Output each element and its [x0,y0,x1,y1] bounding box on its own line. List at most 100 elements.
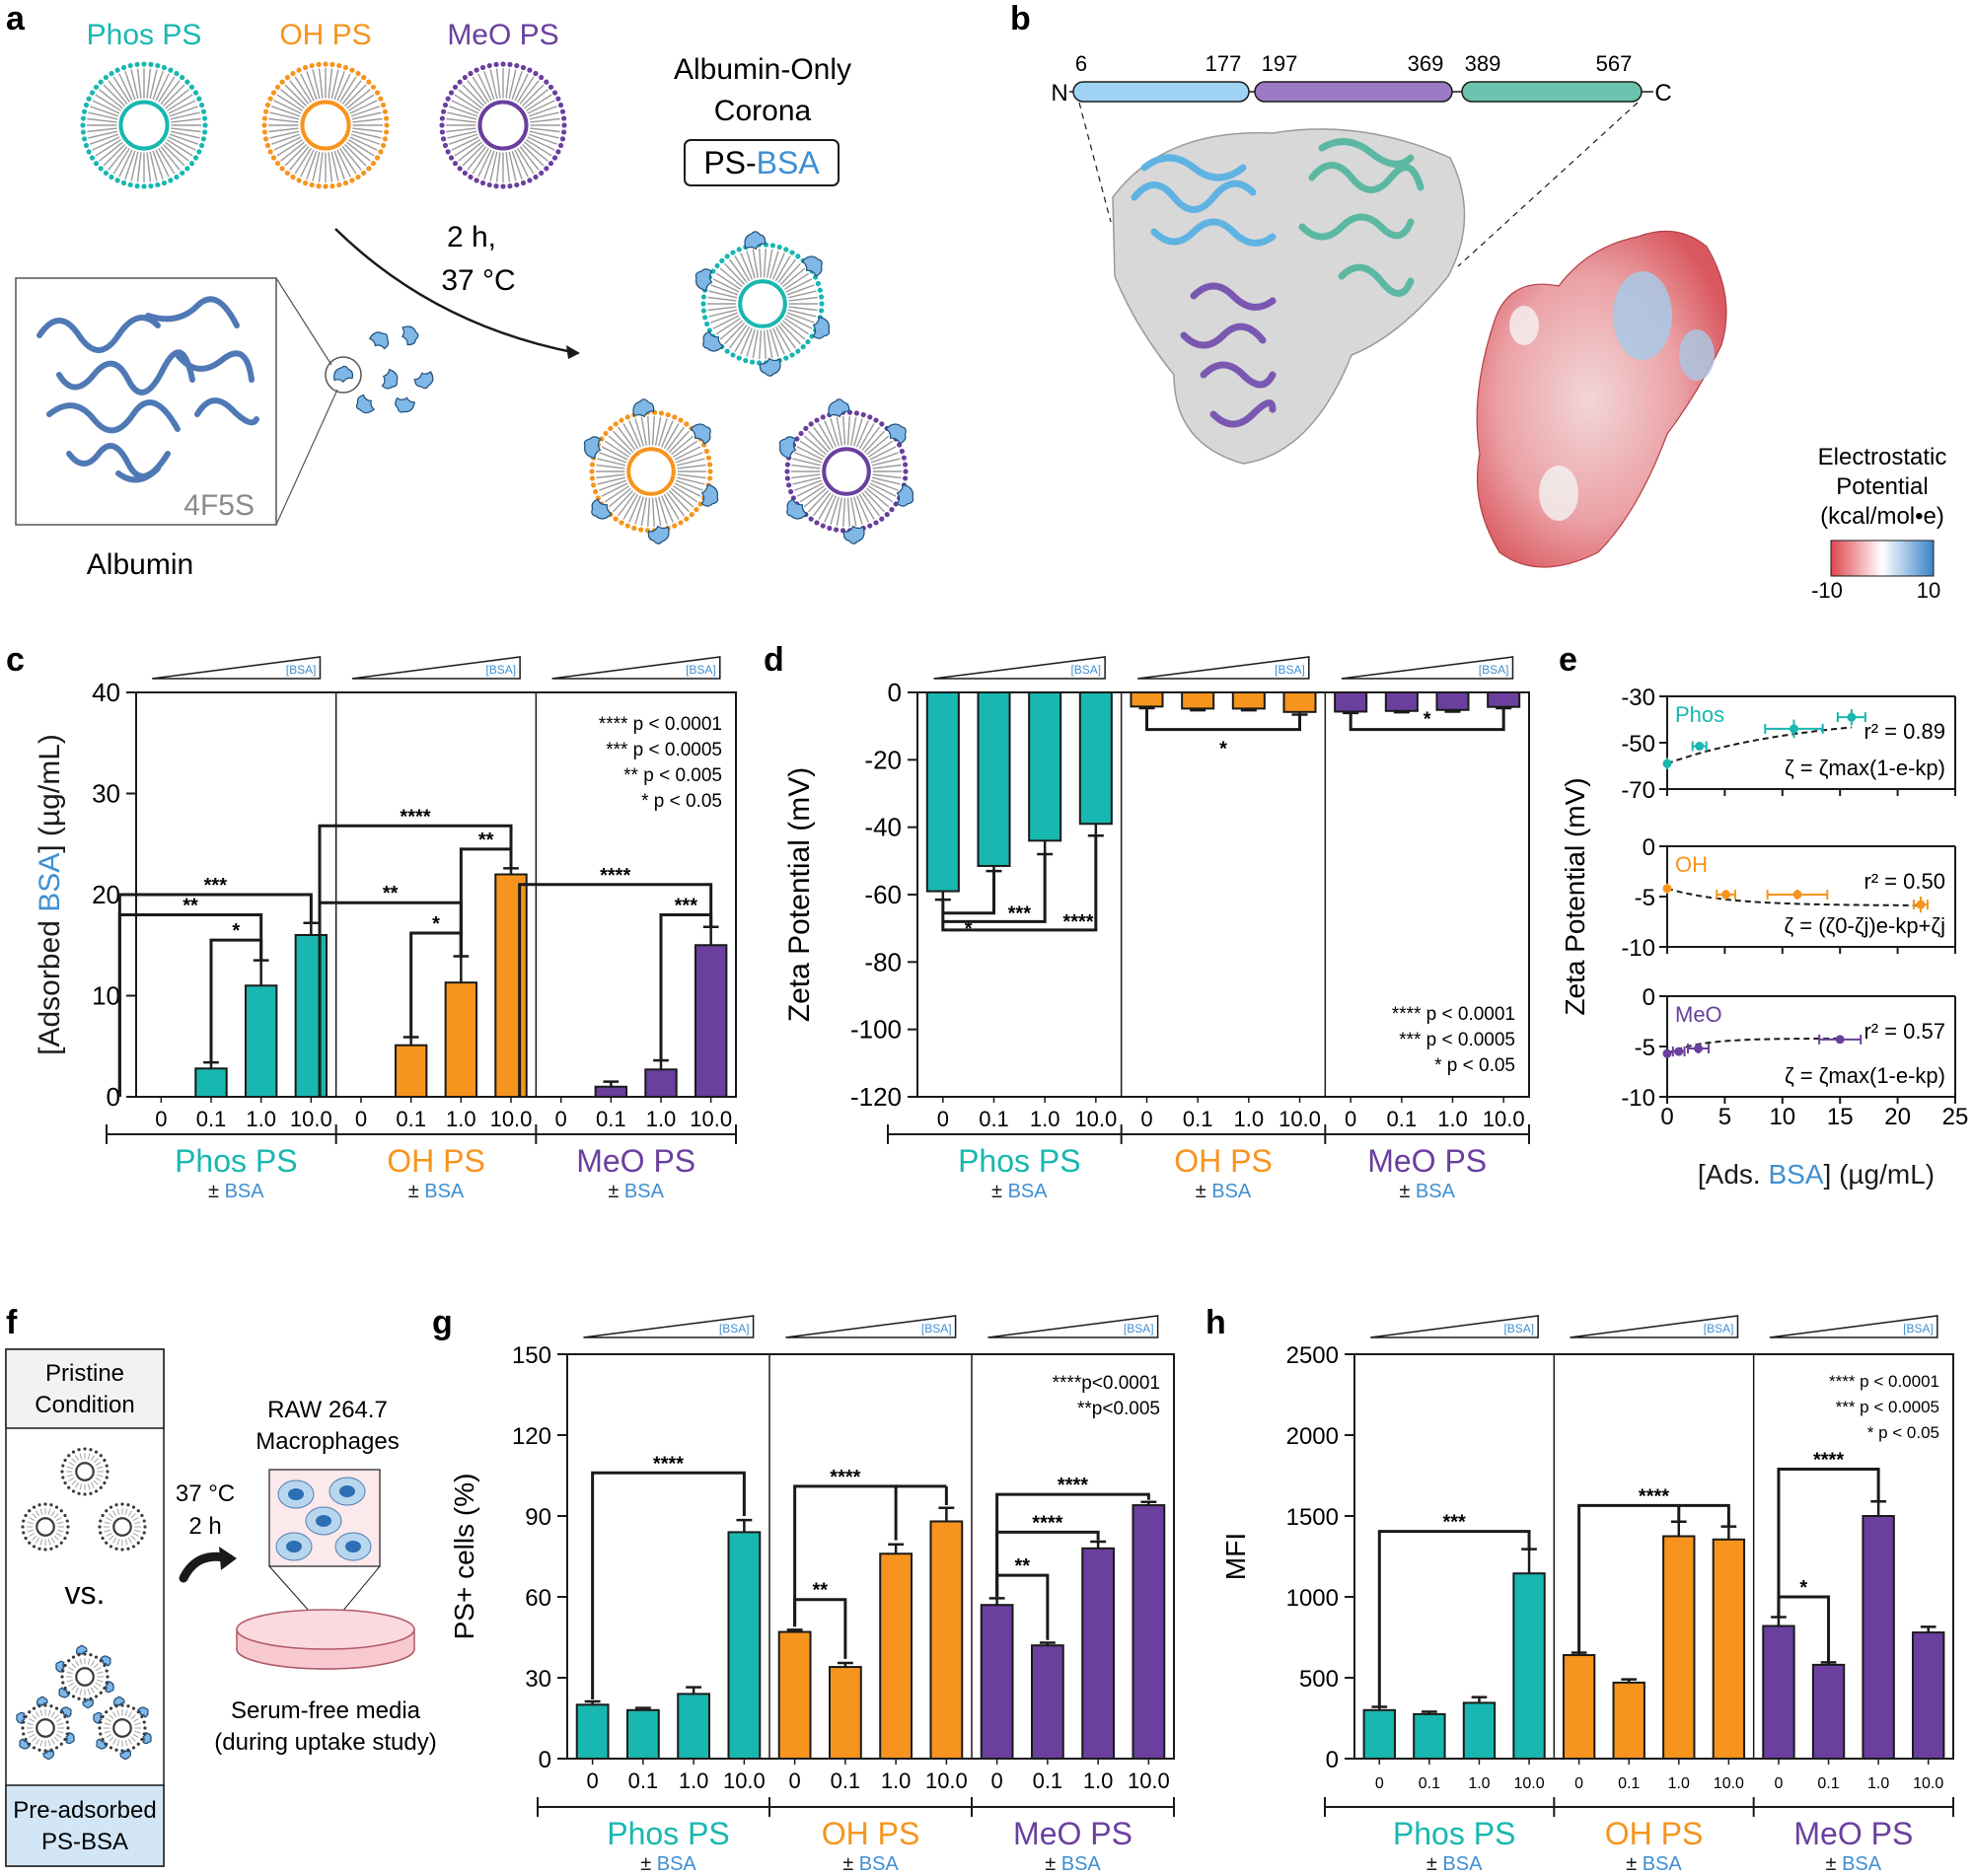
lipid-tail [71,1685,77,1691]
lipid-tail [596,473,625,479]
category-tick-label: 0 [1574,1775,1583,1792]
bsa-protein-icon [700,483,719,507]
lipid-tail [36,1711,40,1718]
lipid-head [67,1659,71,1663]
lipid-tail [276,94,304,111]
bar [1384,691,1419,712]
bsa-protein-icon [96,1738,108,1750]
y-tick-label: -60 [864,880,902,909]
lipid-tail [99,141,123,162]
bsa-protein-icon [42,1749,54,1761]
lipid-head [591,482,597,488]
lipid-head [198,102,205,108]
category-tick-label: 1.0 [1468,1775,1490,1792]
category-tick-label: 1.0 [1234,1107,1265,1131]
lipid-head [174,174,180,180]
lipid-tail [71,1479,77,1485]
lipid-head [99,1454,103,1458]
lipid-tail [671,435,694,456]
significance-bracket [318,901,463,1097]
lipid-head [114,1547,118,1551]
lipid-tail [808,490,830,513]
lipid-head [808,421,814,427]
condition-box [5,1348,165,1867]
lipid-head [63,1663,67,1668]
lipid-head [707,469,713,474]
category-tick-label: 1.0 [646,1107,677,1131]
lipid-head [749,359,756,365]
lipid-tail [97,1474,104,1478]
y-tick-label: 40 [92,678,120,707]
lipid-tail [146,68,152,99]
lipid-head [101,1714,105,1719]
lipid-tail [447,130,477,139]
lipid-tail [300,149,315,178]
lipid-head [507,61,513,67]
lipid-tail [55,1517,62,1522]
lipid-head [60,1470,64,1474]
lipid-tail [171,127,201,133]
lipid-tail [784,318,810,335]
lipid-tail [724,262,746,285]
lipid-head [202,129,208,135]
category-tick-label: 0 [991,1768,1003,1793]
bsa-wedge-label: [BSA] [1903,1322,1934,1335]
lipid-head [329,183,335,189]
lipid-tail [134,1722,141,1726]
bar [494,873,528,1098]
lipid-tail [88,130,118,139]
data-point [1695,742,1705,752]
lipid-head [140,1536,144,1541]
category-tick-label: 0 [1345,1107,1356,1131]
bsa-wedge-label: [BSA] [719,1322,750,1335]
lipid-tail [87,1453,91,1460]
lipid-head [105,1669,109,1673]
lipid-tail [152,71,164,101]
zoom-dash-right [1457,102,1639,267]
lipid-tail [666,492,686,517]
bsa-protein-icon [690,423,711,445]
zoom-circle [325,356,362,394]
bar [727,1531,762,1761]
lipid-head [439,122,445,128]
lipid-tail [75,1455,80,1462]
lipid-tail [66,1466,73,1470]
lipid-tail [134,1521,141,1525]
lipid-tail [451,136,479,151]
y-axis-label: MFI [1220,1533,1251,1580]
lipid-tail [663,423,680,450]
series-label: OH [1675,852,1708,877]
lipid-head [80,129,86,135]
lipid-tail [651,497,655,527]
y-tick-label: -10 [1621,1085,1655,1112]
lipid-tail [108,146,128,171]
lipid-head [43,1749,47,1753]
plot-frame [1353,1353,1954,1760]
lipid-tail [127,1537,132,1544]
bar [1862,1515,1895,1760]
group-label: MeO PS [1013,1816,1133,1851]
lipid-head [384,129,390,135]
lipid-head [323,183,329,189]
lipid-tail [155,149,170,178]
chart-d-zeta-potential: 0 -20 -40 -60 -80 -100 -120 Zeta Potential (mV)… [783,656,1530,1202]
lipid-tail [786,312,815,324]
pristine-line1: Pristine [45,1360,124,1387]
lipid-head [440,136,447,142]
y-tick-label: 1000 [1286,1585,1339,1612]
lipid-tail [168,100,196,114]
liposome-core [75,1667,95,1687]
lipid-head [83,1697,87,1701]
lipid-tail [32,1535,37,1541]
lipid-head [818,308,825,314]
category-tick-label: 0 [587,1768,599,1793]
lipid-tail [273,100,302,114]
y-tick-label: 1500 [1286,1504,1339,1531]
lipid-head [378,149,384,155]
panel-letter-e: e [1559,641,1577,679]
corona-title-line1: Albumin-Only [674,53,851,86]
lipid-tail [152,150,164,180]
significance-label: ** [812,1580,828,1602]
data-point [1662,758,1672,768]
lipid-head [99,1485,103,1489]
